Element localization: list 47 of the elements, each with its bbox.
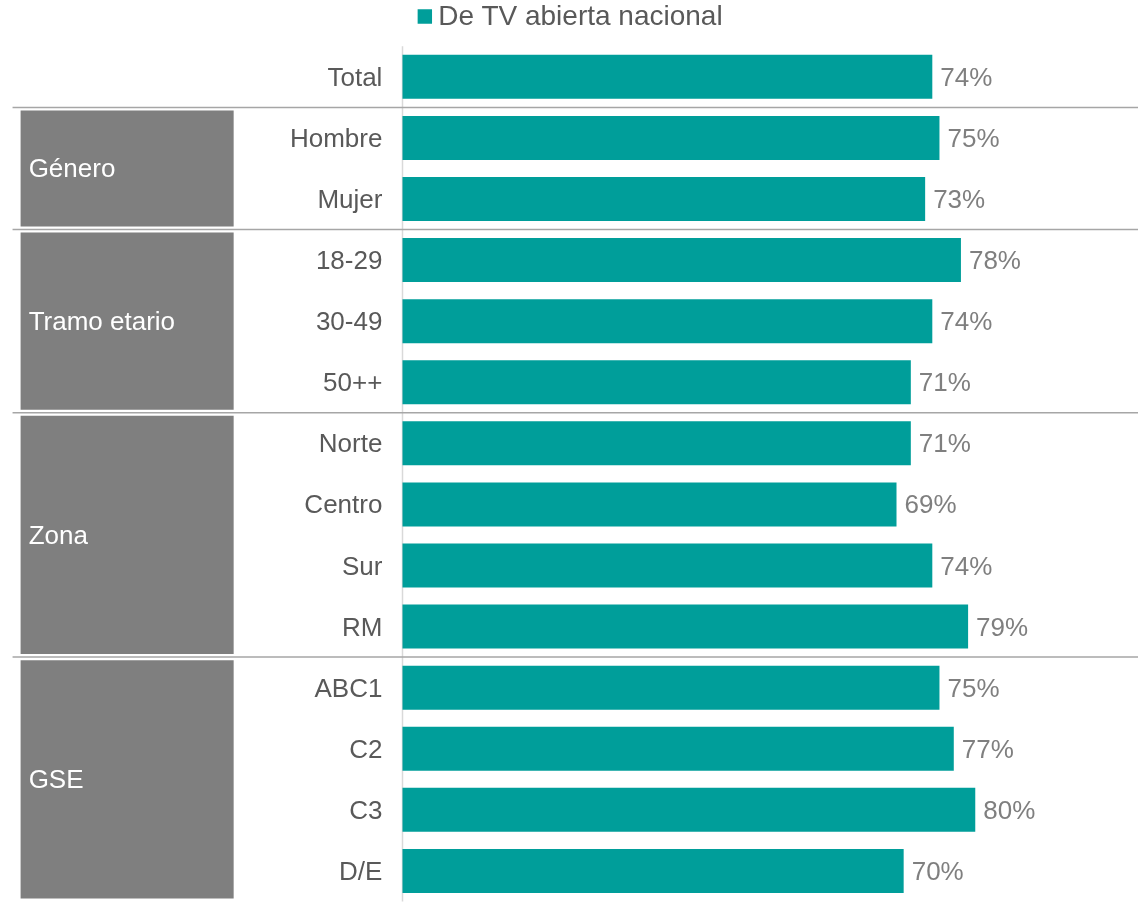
bar: [402, 726, 954, 771]
bar: [402, 543, 933, 588]
y-tick-label: Sur: [341, 550, 383, 581]
data-label: 71%: [918, 367, 971, 398]
y-tick-label: C2: [349, 733, 383, 764]
data-label: 74%: [940, 550, 993, 581]
y-tick-label: Hombre: [289, 122, 383, 153]
data-label: 77%: [961, 733, 1014, 764]
data-label: 79%: [976, 611, 1029, 642]
y-tick-label: Centro: [304, 489, 383, 520]
data-label: 69%: [904, 489, 957, 520]
text: Tramo etario: [28, 306, 176, 337]
bar: [402, 177, 926, 221]
bar: [402, 787, 976, 832]
y-tick-label: ABC1: [314, 672, 383, 703]
data-label: 74%: [940, 306, 993, 337]
text: Género: [28, 153, 116, 184]
bar: [402, 421, 911, 466]
y-tick-label: 18-29: [315, 245, 383, 276]
text: GSE: [28, 764, 84, 795]
data-label: 74%: [940, 61, 993, 92]
bar: [402, 604, 969, 649]
data-label: 80%: [983, 794, 1036, 825]
bar: [402, 665, 940, 710]
bar: [402, 238, 961, 283]
y-tick-label: 30-49: [315, 306, 383, 337]
data-label: 71%: [918, 428, 971, 459]
y-tick-label: D/E: [339, 855, 383, 886]
text: Zona: [28, 519, 89, 550]
y-tick-label: 50++: [323, 367, 383, 398]
y-tick-label: C3: [349, 794, 383, 825]
data-label: 78%: [968, 245, 1021, 276]
y-tick-label: Total: [327, 61, 383, 92]
data-label: 75%: [947, 122, 1000, 153]
bar: [402, 360, 911, 405]
y-tick-label: Norte: [318, 428, 383, 459]
legend-label: De TV abierta nacional: [438, 0, 723, 32]
y-tick-label: Mujer: [317, 184, 383, 215]
bar: [402, 115, 940, 160]
bar: [402, 848, 904, 893]
y-tick-label: RM: [341, 611, 383, 642]
bar: [402, 482, 897, 527]
data-label: 75%: [947, 672, 1000, 703]
bar: [402, 299, 933, 344]
bar: [402, 54, 933, 99]
data-label: 73%: [933, 184, 986, 215]
data-label: 70%: [911, 855, 964, 886]
